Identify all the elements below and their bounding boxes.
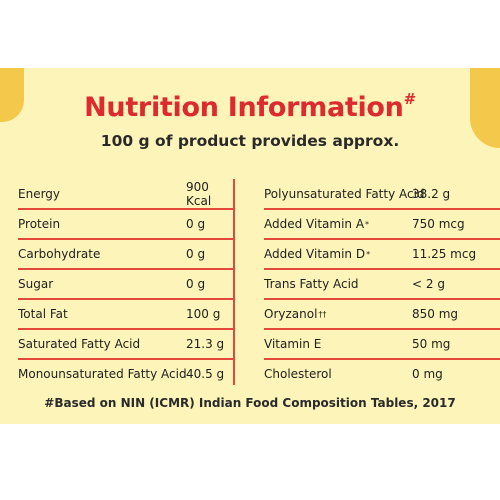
table-row: Monounsaturated Fatty Acid 40.5 g [18,359,233,389]
table-row: Carbohydrate 0 g [18,239,233,269]
corner-decoration-right [470,68,500,148]
nutrient-value: 900 Kcal [186,180,212,208]
row-divider [264,208,500,210]
title-mark: # [403,90,417,108]
title-text: Nutrition Information [84,92,404,123]
row-divider [264,358,500,360]
table-row: Protein 0 g [18,209,233,239]
nutrient-name: Added Vitamin D [264,247,366,261]
nutrient-name: Oryzanol [264,307,318,321]
footnote-mark: * [365,219,370,229]
nutrient-name: Sugar [18,277,54,291]
nutrient-name: Added Vitamin A [264,217,365,231]
table-row: Vitamin E 50 mg [264,329,500,359]
row-divider [264,298,500,300]
row-divider [264,268,500,270]
subtitle: 100 g of product provides approx. [100,132,400,150]
table-row: Added Vitamin D * 11.25 mcg [264,239,500,269]
nutrient-value: 100 g [186,307,221,321]
nutrient-value: 0 g [186,217,206,231]
table-row: Saturated Fatty Acid 21.3 g [18,329,233,359]
nutrient-value: 0 g [186,277,206,291]
table-row: Sugar 0 g [18,269,233,299]
footnote: #Based on NIN (ICMR) Indian Food Composi… [44,396,456,410]
row-divider [18,358,233,360]
nutrient-name: Monounsaturated Fatty Acid [18,367,187,381]
nutrient-name: Cholesterol [264,367,332,381]
nutrient-value: < 2 g [412,277,445,291]
column-divider [233,179,235,385]
nutrient-name: Energy [18,187,61,201]
footnote-mark: * [366,249,371,259]
nutrient-value: 850 mg [412,307,459,321]
row-divider [18,328,233,330]
nutrient-value: 0 mg [412,367,443,381]
nutrient-name: Vitamin E [264,337,322,351]
row-divider [264,328,500,330]
nutrient-value: 38.2 g [412,187,451,201]
nutrient-value: 21.3 g [186,337,225,351]
nutrient-name: Protein [18,217,61,231]
table-row: Total Fat 100 g [18,299,233,329]
nutrient-name: Trans Fatty Acid [264,277,359,291]
nutrition-table: Energy 900 Kcal Protein 0 g Carbohydrate 0 … [18,179,500,385]
nutrient-value: 750 mcg [412,217,465,231]
table-row: Added Vitamin A * 750 mcg [264,209,500,239]
nutrient-name: Polyunsaturated Fatty Acid [264,187,425,201]
table-row: Polyunsaturated Fatty Acid 38.2 g [264,179,500,209]
nutrient-value: 40.5 g [186,367,225,381]
label-panel [0,68,500,424]
page-title: Nutrition Information# [0,90,500,123]
nutrient-name: Saturated Fatty Acid [18,337,141,351]
table-row: Energy 900 Kcal [18,179,233,209]
row-divider [18,208,233,210]
nutrient-value: 0 g [186,247,206,261]
row-divider [18,298,233,300]
right-column: Polyunsaturated Fatty Acid 38.2 g Added V… [246,179,500,385]
table-row: Trans Fatty Acid < 2 g [264,269,500,299]
nutrient-name: Carbohydrate [18,247,101,261]
row-divider [18,238,233,240]
left-column: Energy 900 Kcal Protein 0 g Carbohydrate 0 … [18,179,246,385]
footnote-mark: †† [318,309,327,319]
nutrient-value: 11.25 mcg [412,247,477,261]
nutrient-value: 50 mg [412,337,451,351]
table-row: Cholesterol 0 mg [264,359,500,389]
nutrient-name: Total Fat [18,307,68,321]
row-divider [18,268,233,270]
row-divider [264,238,500,240]
table-row: Oryzanol †† 850 mg [264,299,500,329]
